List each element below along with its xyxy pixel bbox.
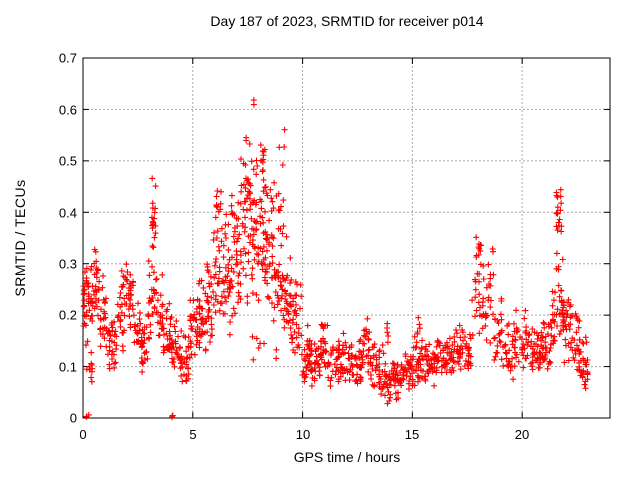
y-tick-label-0.5: 0.5 bbox=[58, 153, 77, 169]
y-axis-label: SRMTID / TECUs bbox=[12, 179, 28, 297]
y-tick-label-0: 0 bbox=[69, 410, 77, 426]
x-tick-label-15: 15 bbox=[404, 427, 420, 442]
y-tick-label-0.1: 0.1 bbox=[58, 359, 77, 375]
x-axis-label: GPS time / hours bbox=[293, 449, 401, 465]
y-tick-label-0.4: 0.4 bbox=[58, 205, 77, 221]
y-tick-label-0.3: 0.3 bbox=[58, 256, 77, 272]
x-tick-label-0: 0 bbox=[79, 427, 87, 442]
chart-title: Day 187 of 2023, SRMTID for receiver p01… bbox=[210, 13, 484, 29]
x-tick-label-10: 10 bbox=[295, 427, 311, 442]
x-tick-label-20: 20 bbox=[514, 427, 530, 442]
x-tick-label-5: 5 bbox=[189, 427, 197, 442]
y-tick-label-0.2: 0.2 bbox=[58, 307, 77, 323]
y-tick-label-0.7: 0.7 bbox=[58, 50, 77, 66]
y-tick-label-0.6: 0.6 bbox=[58, 102, 77, 118]
